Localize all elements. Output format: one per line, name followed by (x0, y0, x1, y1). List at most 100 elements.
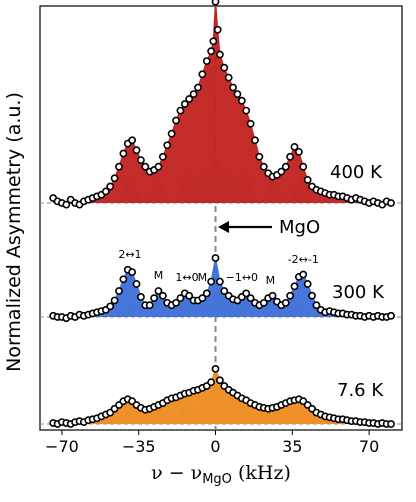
data-point (176, 106, 185, 115)
data-point (137, 293, 145, 301)
data-point (242, 106, 251, 115)
x-axis-label: ν − νMgO (kHz) (40, 462, 402, 487)
data-point (119, 275, 128, 284)
data-point (62, 200, 71, 209)
data-point (387, 420, 395, 428)
data-point (132, 146, 141, 155)
x-axis-label-main: ν − ν (151, 462, 203, 484)
data-point (387, 199, 395, 207)
data-point (259, 298, 268, 307)
data-point (154, 162, 163, 171)
transition-label: M (153, 269, 164, 283)
data-point (255, 152, 264, 161)
data-point (150, 294, 158, 303)
transition-label: 2↔1 (118, 247, 142, 261)
data-point (185, 291, 194, 300)
data-point (213, 25, 222, 34)
data-point (194, 83, 202, 92)
data-point (141, 162, 150, 171)
data-point (286, 291, 295, 300)
x-axis-label-unit: (kHz) (237, 462, 291, 484)
data-point (259, 162, 268, 171)
data-point (268, 291, 277, 300)
data-point (290, 282, 299, 291)
panel-label-300k: 300 K (332, 282, 384, 303)
data-point (303, 280, 312, 288)
data-point (216, 50, 224, 59)
data-point (220, 287, 229, 295)
x-tick-label: 35 (282, 437, 302, 456)
data-point (115, 287, 123, 295)
data-point (110, 296, 119, 305)
x-tick-label: −35 (122, 437, 156, 456)
data-point (312, 301, 321, 310)
data-point (202, 289, 211, 298)
data-point (387, 311, 395, 320)
data-point (106, 182, 115, 191)
panel-label-400k: 400 K (330, 162, 382, 183)
data-point (207, 277, 216, 286)
data-point (137, 156, 145, 164)
data-point (281, 298, 290, 307)
data-point (251, 136, 259, 145)
data-point (154, 287, 163, 295)
data-point (115, 162, 123, 171)
plot-frame (39, 5, 403, 431)
data-point (237, 96, 246, 105)
data-point (132, 280, 141, 288)
data-point (172, 116, 180, 125)
data-point (216, 376, 224, 385)
mgo-reference-label: MgO (279, 217, 321, 238)
transition-label: 1↔0 (175, 271, 199, 285)
data-point (233, 90, 242, 98)
data-point (246, 294, 255, 303)
data-point (299, 270, 308, 279)
data-point (281, 162, 290, 171)
data-point (211, 364, 220, 373)
data-point (180, 100, 189, 108)
data-point (207, 47, 216, 56)
data-point (119, 149, 128, 158)
data-point (158, 152, 167, 161)
data-point (277, 167, 286, 176)
fit-fill (53, 368, 392, 424)
transition-label: M (265, 273, 276, 287)
data-point (172, 298, 180, 307)
data-point (211, 254, 220, 262)
data-point (308, 291, 316, 300)
data-point (128, 268, 137, 277)
data-point (303, 175, 312, 184)
data-point (290, 142, 299, 151)
data-point (128, 136, 137, 145)
data-point (229, 83, 237, 92)
data-point (198, 70, 207, 79)
data-point (211, 0, 220, 6)
data-point (209, 37, 218, 46)
data-point (299, 162, 308, 171)
data-point (207, 378, 216, 387)
data-point (176, 294, 185, 303)
x-tick-label: 0 (210, 437, 220, 456)
x-tick-label: 70 (359, 437, 379, 456)
panel-label-7-6k: 7.6 K (337, 380, 384, 401)
data-point (158, 291, 167, 300)
data-point (189, 90, 198, 98)
data-point (286, 152, 295, 161)
data-point (242, 289, 251, 298)
data-point (224, 73, 233, 82)
data-point (216, 277, 224, 286)
data-point (198, 294, 207, 303)
data-point (110, 174, 119, 183)
x-axis-label-subscript: MgO (202, 472, 232, 487)
data-point (163, 141, 172, 150)
data-point (220, 63, 229, 72)
data-point (145, 301, 154, 310)
transition-label: −1↔0 (225, 271, 259, 285)
transition-label: -2↔-1 (287, 252, 319, 266)
data-point (167, 129, 176, 138)
mgo-arrow-head (218, 221, 229, 233)
x-tick-label: −70 (45, 437, 79, 456)
data-point (246, 119, 255, 128)
